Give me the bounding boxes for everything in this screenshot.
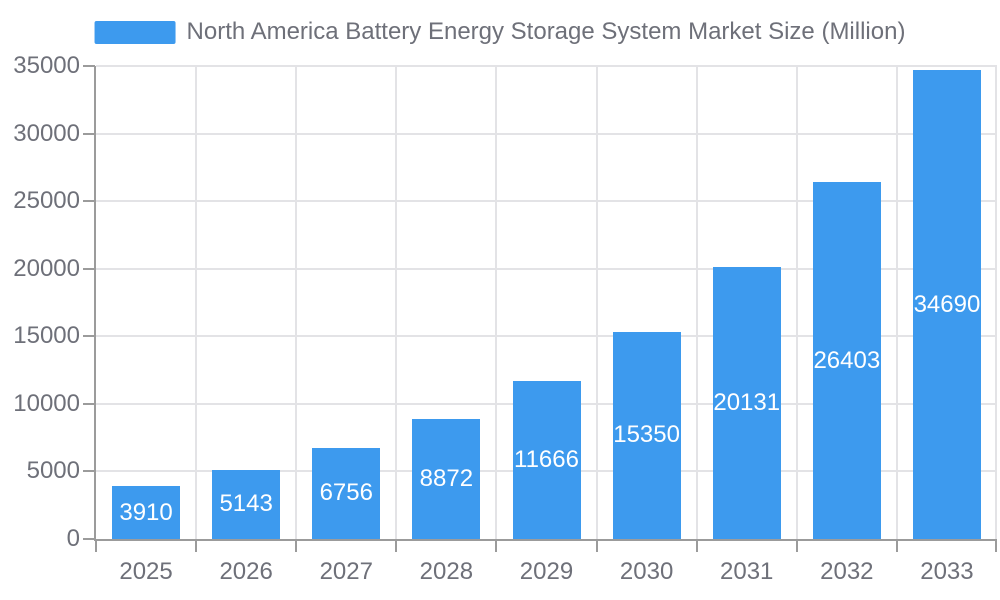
legend-swatch-icon: [94, 20, 176, 44]
y-axis-tick-label: 10000: [13, 389, 80, 417]
bar-2030[interactable]: 15350: [612, 331, 681, 539]
v-gridline: [795, 66, 798, 539]
y-axis-tick: [83, 335, 95, 338]
v-gridline: [995, 66, 997, 539]
x-axis-tick-label: 2026: [219, 558, 273, 585]
x-axis-tick: [195, 539, 198, 552]
y-axis-tick-label: 20000: [13, 254, 80, 282]
x-axis-tick-label: 2028: [419, 558, 474, 585]
x-axis-tick: [895, 539, 898, 552]
x-axis-tick: [295, 539, 298, 552]
x-axis-line: [94, 539, 997, 541]
x-axis-tick: [495, 539, 498, 552]
v-gridline: [895, 66, 898, 539]
y-axis-tick-label: 15000: [13, 322, 80, 350]
bar-2033[interactable]: 34690: [912, 70, 981, 539]
bar-value-label: 3910: [119, 498, 173, 526]
bar-2032[interactable]: 26403: [812, 182, 881, 539]
x-axis-tick-label: 2027: [319, 558, 373, 585]
legend-label: North America Battery Energy Storage Sys…: [186, 18, 906, 45]
x-axis-tick-label: 2033: [920, 558, 974, 585]
x-axis-tick-label: 2029: [519, 558, 574, 585]
x-axis-tick-label: 2030: [619, 558, 674, 585]
y-axis-tick: [83, 402, 95, 405]
bar-value-label: 15350: [613, 421, 680, 449]
y-axis-tick: [83, 200, 95, 203]
v-gridline: [195, 66, 198, 539]
y-axis-tick-label: 0: [66, 525, 80, 552]
x-axis-tick: [695, 539, 698, 552]
h-gridline: [96, 132, 997, 135]
bar-value-label: 8872: [419, 465, 474, 493]
x-axis-tick-label: 2032: [820, 558, 874, 585]
h-gridline: [96, 267, 997, 270]
bar-2026[interactable]: 5143: [212, 469, 281, 539]
x-axis-tick-label: 2025: [119, 558, 173, 585]
bar-value-label: 11666: [514, 446, 579, 474]
x-axis-tick: [95, 539, 97, 552]
y-axis-tick-label: 30000: [13, 119, 80, 147]
x-axis-tick: [995, 539, 997, 552]
v-gridline: [695, 66, 698, 539]
bar-2025[interactable]: 3910: [112, 486, 181, 539]
h-gridline: [96, 200, 997, 203]
y-axis-tick-label: 25000: [13, 187, 80, 215]
y-axis-tick-label: 5000: [26, 457, 80, 485]
bar-2027[interactable]: 6756: [312, 447, 381, 539]
y-axis-tick: [83, 65, 95, 67]
bar-2028[interactable]: 8872: [412, 419, 481, 539]
chart-legend[interactable]: North America Battery Energy Storage Sys…: [94, 18, 906, 46]
v-gridline: [395, 66, 398, 539]
y-axis-tick: [83, 132, 95, 135]
x-axis-tick: [595, 539, 598, 552]
y-axis-tick: [83, 538, 95, 540]
bar-value-label: 26403: [813, 346, 881, 374]
plot-area: 3910 5143 6756 8872 11666 15350 20131 26403 3469…: [96, 65, 997, 539]
y-axis-tick-label: 35000: [13, 52, 80, 79]
bar-2029[interactable]: 11666: [512, 381, 581, 539]
v-gridline: [495, 66, 498, 539]
h-gridline: [96, 65, 997, 67]
x-axis-tick: [795, 539, 798, 552]
bar-value-label: 20131: [713, 388, 781, 416]
y-axis-tick: [83, 470, 95, 473]
y-axis-tick: [83, 267, 95, 270]
v-gridline: [595, 66, 598, 539]
bar-value-label: 6756: [319, 479, 373, 507]
h-gridline: [96, 335, 997, 338]
v-gridline: [295, 66, 298, 539]
bar-2031[interactable]: 20131: [712, 266, 781, 539]
bar-value-label: 5143: [219, 490, 273, 518]
bar-value-label: 34690: [913, 290, 981, 318]
y-axis-line: [94, 66, 96, 541]
x-axis-tick-label: 2031: [720, 558, 774, 585]
x-axis-tick: [395, 539, 398, 552]
